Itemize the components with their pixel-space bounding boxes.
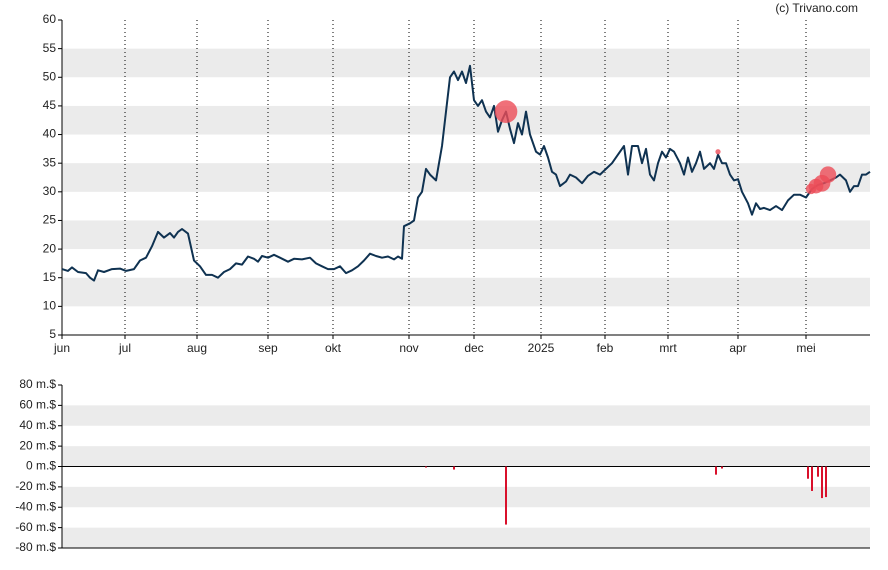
bar <box>505 466 507 525</box>
grid-band <box>62 220 870 250</box>
grid-band <box>62 486 870 508</box>
y-tick-label: 15 <box>43 270 57 284</box>
price-line <box>61 64 871 282</box>
y-tick-label: 10 <box>43 299 57 313</box>
x-tick-label: jul <box>118 341 131 355</box>
bar <box>817 466 819 477</box>
trade-bubble <box>819 166 837 183</box>
grid-band <box>62 405 870 426</box>
x-tick-label: okt <box>325 341 342 355</box>
x-tick-label: sep <box>258 341 278 355</box>
y-tick-label: -80 m.$ <box>15 540 56 554</box>
y-tick-label: -60 m.$ <box>15 520 56 534</box>
trade-bubble <box>494 100 518 123</box>
x-tick-label: jun <box>53 341 70 355</box>
grid-band <box>62 277 870 307</box>
x-tick-label: apr <box>729 341 746 355</box>
x-tick-label: aug <box>187 341 207 355</box>
y-tick-label: 80 m.$ <box>19 377 56 391</box>
bar <box>825 466 827 498</box>
trade-bubble <box>715 149 721 155</box>
y-tick-label: 45 <box>43 98 57 112</box>
y-tick-label: 30 <box>43 184 57 198</box>
bar <box>807 466 809 479</box>
y-tick-label: 20 <box>43 241 57 255</box>
grid-band <box>62 105 870 135</box>
bar <box>721 466 723 469</box>
y-tick-label: 50 <box>43 69 57 83</box>
bar <box>453 466 455 470</box>
y-tick-label: 0 m.$ <box>26 459 56 473</box>
y-tick-label: 35 <box>43 155 57 169</box>
x-tick-label: dec <box>464 341 483 355</box>
grid-band <box>62 163 870 192</box>
y-tick-label: 5 <box>49 327 56 341</box>
bar <box>821 466 823 499</box>
y-tick-label: 60 <box>43 12 57 26</box>
bar <box>715 466 717 475</box>
y-tick-label: -40 m.$ <box>15 499 56 513</box>
y-tick-label: 40 <box>43 127 57 141</box>
y-tick-label: 20 m.$ <box>19 438 56 452</box>
y-tick-label: 40 m.$ <box>19 418 56 432</box>
y-tick-label: -20 m.$ <box>15 479 56 493</box>
y-tick-label: 55 <box>43 41 57 55</box>
x-tick-label: nov <box>399 341 418 355</box>
bar <box>425 466 427 468</box>
y-tick-label: 25 <box>43 213 57 227</box>
x-tick-label: 2025 <box>528 341 555 355</box>
bar <box>811 466 813 491</box>
grid-band <box>62 527 870 548</box>
grid-band <box>62 446 870 467</box>
x-tick-label: feb <box>597 341 614 355</box>
credit: (c) Trivano.com <box>775 1 858 15</box>
grid-band <box>62 48 870 78</box>
x-tick-label: mei <box>796 341 815 355</box>
y-tick-label: 60 m.$ <box>19 398 56 412</box>
x-tick-label: mrt <box>659 341 677 355</box>
